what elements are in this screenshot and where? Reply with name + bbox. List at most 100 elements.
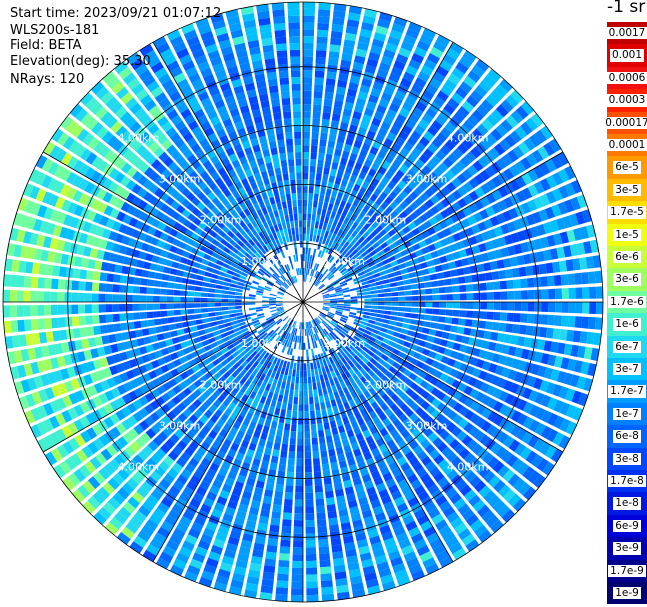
ray-bin bbox=[270, 399, 277, 408]
ray-bin bbox=[360, 408, 368, 417]
ray-bin bbox=[339, 200, 347, 209]
ray-bin bbox=[255, 217, 262, 226]
ray-bin bbox=[278, 146, 286, 154]
ray-bin bbox=[550, 341, 559, 353]
ray-bin bbox=[382, 580, 396, 591]
ray-bin bbox=[246, 322, 254, 327]
ray-bin bbox=[579, 257, 588, 270]
ray-bin bbox=[345, 243, 353, 251]
ray-bin bbox=[74, 390, 85, 402]
ray-bin bbox=[259, 395, 267, 404]
ray-bin bbox=[259, 365, 266, 373]
ray-bin bbox=[491, 322, 500, 331]
ray-bin bbox=[397, 291, 406, 296]
colorbar-tick: 6e-5 bbox=[607, 156, 647, 179]
ray-bin bbox=[474, 524, 488, 538]
ray-bin bbox=[170, 200, 180, 210]
ray-bin bbox=[164, 515, 177, 527]
ray-bin bbox=[516, 255, 525, 266]
ray-bin bbox=[90, 101, 104, 115]
ray-bin bbox=[44, 451, 58, 466]
ray-bin bbox=[187, 403, 197, 413]
ray-bin bbox=[82, 500, 96, 515]
ray-bin bbox=[163, 225, 173, 234]
ray-bin bbox=[387, 272, 395, 279]
ray-bin bbox=[330, 537, 342, 546]
ray-bin bbox=[258, 348, 265, 355]
ray-bin bbox=[445, 376, 455, 386]
ray-bin bbox=[423, 478, 436, 490]
ray-bin bbox=[339, 280, 347, 285]
ray-bin bbox=[530, 226, 540, 238]
ray-bin bbox=[220, 207, 229, 216]
ray-bin bbox=[310, 220, 315, 228]
ray-bin bbox=[536, 224, 546, 236]
ray-bin bbox=[30, 276, 39, 289]
ray-bin bbox=[179, 546, 193, 558]
ray-bin bbox=[292, 104, 301, 112]
ray-bin bbox=[425, 107, 438, 119]
ray-bin bbox=[85, 97, 99, 111]
ray-bin bbox=[355, 316, 363, 321]
ray-bin bbox=[217, 167, 227, 177]
ray-bin bbox=[382, 258, 390, 265]
ray-bin bbox=[197, 539, 211, 551]
ray-bin bbox=[264, 336, 272, 343]
ray-bin bbox=[281, 97, 291, 106]
ray-bin bbox=[271, 511, 281, 519]
ray-bin bbox=[343, 39, 356, 48]
ray-bin bbox=[367, 395, 376, 405]
ray-bin bbox=[363, 268, 372, 274]
ray-bin bbox=[309, 234, 313, 242]
ray-bin bbox=[426, 335, 435, 343]
ray-bin bbox=[56, 239, 66, 251]
ray-bin bbox=[234, 243, 242, 251]
ray-bin bbox=[369, 535, 381, 545]
ray-bin bbox=[364, 305, 372, 309]
ray-bin bbox=[288, 15, 300, 23]
ray-bin bbox=[539, 380, 550, 393]
ray-bin bbox=[277, 292, 284, 296]
ray-bin bbox=[256, 379, 263, 388]
ray-bin bbox=[215, 259, 224, 266]
ray-bin bbox=[114, 171, 125, 184]
ray-bin bbox=[277, 278, 284, 284]
ray-bin bbox=[146, 303, 154, 311]
ray-bin bbox=[322, 359, 328, 367]
ray-bin bbox=[133, 424, 144, 435]
ray-bin bbox=[175, 231, 185, 241]
ray-bin bbox=[260, 509, 270, 518]
ray-bin bbox=[431, 398, 441, 408]
ray-bin bbox=[145, 154, 157, 166]
ray-bin bbox=[17, 275, 25, 288]
ray-bin bbox=[547, 397, 558, 411]
ray-bin bbox=[228, 306, 236, 310]
ray-bin bbox=[324, 318, 331, 324]
ray-bin bbox=[328, 175, 336, 184]
ray-bin bbox=[385, 215, 394, 224]
ray-bin bbox=[520, 313, 528, 323]
ray-bin bbox=[148, 141, 160, 153]
ray-bin bbox=[368, 168, 377, 178]
ray-bin bbox=[105, 241, 115, 251]
ray-bin bbox=[321, 180, 328, 189]
ray-bin bbox=[132, 411, 143, 423]
ray-bin bbox=[453, 402, 464, 413]
ray-bin bbox=[291, 83, 301, 91]
ray-bin bbox=[340, 231, 347, 239]
ray-bin bbox=[217, 568, 231, 579]
ray-bin bbox=[261, 192, 269, 201]
ray-bin bbox=[143, 336, 152, 345]
ray-bin bbox=[296, 465, 303, 473]
ray-bin bbox=[368, 51, 381, 62]
ray-bin bbox=[407, 496, 419, 508]
ray-bin bbox=[286, 221, 291, 229]
colorbar-tick-label: 1e-8 bbox=[613, 497, 641, 510]
ray-bin bbox=[490, 89, 504, 103]
ray-bin bbox=[55, 148, 67, 163]
ray-bin bbox=[364, 329, 372, 336]
ray-bin bbox=[318, 324, 323, 331]
ray-bin bbox=[112, 284, 120, 293]
ray-bin bbox=[342, 46, 354, 55]
ray-bin bbox=[377, 302, 385, 306]
